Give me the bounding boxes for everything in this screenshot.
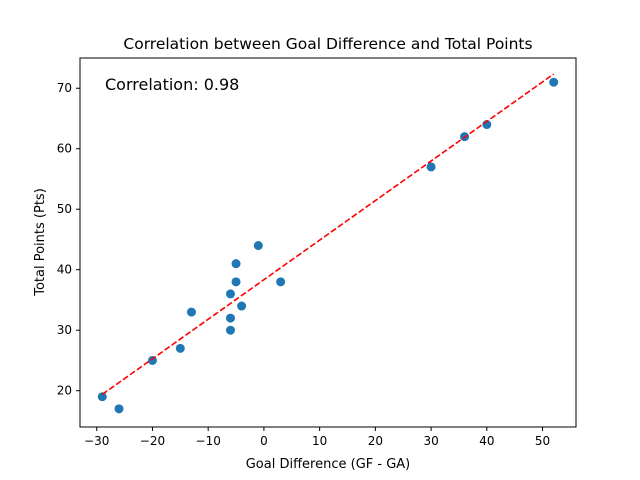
y-tick-label: 60 bbox=[57, 142, 72, 156]
plot-frame bbox=[79, 57, 577, 428]
x-axis-ticks: −30 −20 −10 0 10 20 30 40 50 bbox=[84, 427, 550, 448]
correlation-annotation: Correlation: 0.98 bbox=[105, 75, 239, 94]
data-point bbox=[231, 259, 241, 269]
data-point bbox=[237, 301, 247, 311]
data-point bbox=[225, 289, 235, 299]
data-point bbox=[175, 343, 185, 353]
data-point bbox=[253, 241, 263, 251]
data-point bbox=[147, 355, 157, 365]
x-tick-label: 30 bbox=[423, 434, 438, 448]
x-tick-label: 20 bbox=[368, 434, 383, 448]
y-axis-label: Total Points (Pts) bbox=[33, 188, 48, 297]
data-point bbox=[186, 307, 196, 317]
x-tick-label: −30 bbox=[84, 434, 109, 448]
y-tick-label: 70 bbox=[57, 81, 72, 95]
y-tick-label: 20 bbox=[57, 384, 72, 398]
data-point bbox=[549, 77, 559, 87]
data-point bbox=[426, 162, 436, 172]
x-tick-label: 50 bbox=[535, 434, 550, 448]
x-tick-label: 40 bbox=[479, 434, 494, 448]
trendline bbox=[101, 73, 555, 396]
data-point bbox=[114, 404, 124, 414]
y-tick-label: 30 bbox=[57, 323, 72, 337]
data-point bbox=[225, 313, 235, 323]
data-point bbox=[276, 277, 286, 287]
x-tick-label: −20 bbox=[140, 434, 165, 448]
x-axis-label: Goal Difference (GF - GA) bbox=[246, 457, 411, 472]
x-tick-label: 10 bbox=[312, 434, 327, 448]
data-point bbox=[225, 325, 235, 335]
y-tick-label: 40 bbox=[57, 263, 72, 277]
plot-area bbox=[97, 73, 559, 414]
y-tick-label: 50 bbox=[57, 202, 72, 216]
x-tick-label: −10 bbox=[196, 434, 221, 448]
chart-title: Correlation between Goal Difference and … bbox=[123, 35, 532, 53]
y-axis-ticks: 20 30 40 50 60 70 bbox=[57, 81, 80, 398]
data-point bbox=[231, 277, 241, 287]
data-point bbox=[97, 392, 107, 402]
x-tick-label: 0 bbox=[260, 434, 268, 448]
